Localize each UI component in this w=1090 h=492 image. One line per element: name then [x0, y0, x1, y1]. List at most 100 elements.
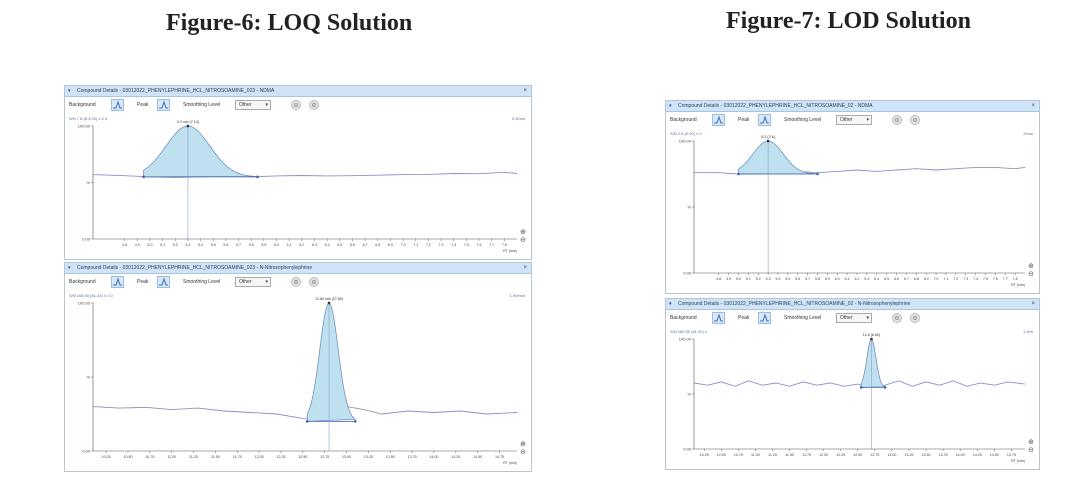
x-tick-label: 6.8 — [914, 277, 919, 281]
x-tick-label: 7.6 — [477, 243, 482, 247]
peak-shape-icon[interactable] — [157, 276, 170, 288]
x-tick-label: 5.9 — [825, 277, 830, 281]
x-tick-label: 6.4 — [874, 277, 879, 281]
smoothing-level-label: Smoothing Level — [784, 315, 822, 321]
peak-start-handle[interactable] — [737, 172, 740, 176]
x-tick-label: 6.2 — [299, 243, 304, 247]
peak-start-handle[interactable] — [859, 386, 863, 389]
zoom-reset-icon[interactable]: ⊖ — [520, 448, 526, 456]
reset-peak-button[interactable] — [291, 100, 301, 110]
peak-start-handle[interactable] — [142, 175, 145, 179]
peak-start-handle[interactable] — [305, 420, 309, 423]
compound-details-header[interactable]: ▾ Compound Details - 03012022_PHENYLEPHRI… — [666, 299, 1039, 310]
clear-peak-button[interactable] — [309, 277, 319, 287]
x-tick-label: 6.1 — [287, 243, 292, 247]
peak-toolbar: Background Peak Smoothing Level Other ▾ — [65, 274, 531, 291]
reset-peak-button[interactable] — [291, 277, 301, 287]
compound-details-header[interactable]: ▾ Compound Details - 03012022_PHENYLEPHRI… — [65, 263, 531, 274]
smoothing-level-select[interactable]: Other ▾ — [235, 277, 271, 287]
zoom-reset-icon[interactable]: ⊖ — [1028, 446, 1034, 454]
peak-end-handle[interactable] — [256, 175, 259, 179]
y-tick-label: 0.00 — [683, 271, 692, 276]
x-tick-label: 6.0 — [835, 277, 840, 281]
peak-label: Peak — [738, 117, 750, 123]
collapse-arrow-icon[interactable]: ▾ — [669, 301, 672, 307]
chromatogram-plot[interactable]: 100.00% 0.00 10.25 10.50 10.75 11.00 11.25 11.5… — [65, 291, 531, 471]
x-tick-label: 5.7 — [236, 243, 241, 247]
close-icon[interactable]: × — [1031, 301, 1035, 307]
peak-end-handle[interactable] — [353, 420, 357, 423]
x-tick-label: 6.6 — [350, 243, 355, 247]
background-peak-icon[interactable] — [111, 99, 124, 111]
smoothing-level-label: Smoothing Level — [183, 279, 221, 285]
peak-apex-label: 12.80 min (27.80) — [315, 297, 343, 301]
chromatogram-plot[interactable]: 100.00% 0.00 4.8 4.9 5.0 5.1 5.2 5.3 5.4 5.5 5.6 5.… — [666, 129, 1039, 293]
x-tick-label: 4.8 — [716, 277, 721, 281]
background-peak-icon[interactable] — [712, 312, 725, 324]
background-label: Background — [670, 117, 697, 123]
peak-shape-icon[interactable] — [157, 99, 170, 111]
x-tick-label: 13.75 — [408, 455, 417, 459]
x-axis-label: RT (min) — [1011, 459, 1025, 463]
integrated-peak[interactable] — [738, 140, 818, 175]
background-peak-icon[interactable] — [712, 114, 725, 126]
peak-shape-icon[interactable] — [758, 114, 771, 126]
clear-peak-button[interactable] — [910, 115, 920, 125]
collapse-arrow-icon[interactable]: ▾ — [68, 265, 71, 271]
x-tick-label: 7.0 — [934, 277, 939, 281]
clear-peak-button[interactable] — [910, 313, 920, 323]
x-tick-label: 7.3 — [963, 277, 968, 281]
close-icon[interactable]: × — [523, 265, 527, 271]
zoom-in-icon[interactable]: ⊕ — [520, 228, 526, 236]
x-tick-label: 5.3 — [185, 243, 190, 247]
integrated-peak[interactable] — [860, 338, 886, 388]
zoom-reset-icon[interactable]: ⊖ — [1028, 270, 1034, 278]
close-icon[interactable]: × — [523, 88, 527, 94]
loq-nitrosophenylephrine-panel: ▾ Compound Details - 03012022_PHENYLEPHRI… — [64, 262, 532, 472]
smoothing-level-value: Other — [239, 279, 252, 285]
y-tick-label: % — [86, 375, 90, 380]
background-peak-icon[interactable] — [111, 276, 124, 288]
reset-peak-button[interactable] — [892, 115, 902, 125]
x-tick-label: 7.8 — [502, 243, 507, 247]
x-axis-label: RT (min) — [503, 249, 517, 253]
zoom-in-icon[interactable]: ⊕ — [1028, 262, 1034, 270]
x-tick-label: 13.50 — [922, 453, 931, 457]
x-tick-label: 11.50 — [785, 453, 794, 457]
chromatogram-plot[interactable]: 100.00% 0.00 4.8 4.9 5.0 5.1 5.2 5.3 5.4 5.5 5.6 5.… — [65, 114, 531, 259]
background-label: Background — [69, 279, 96, 285]
y-tick-label: % — [687, 392, 691, 397]
x-tick-label: 6.7 — [363, 243, 368, 247]
clear-peak-button[interactable] — [309, 100, 319, 110]
integrated-peak[interactable] — [143, 125, 258, 178]
compound-details-header[interactable]: ▾ Compound Details - 03012022_PHENYLEPHRI… — [666, 101, 1039, 112]
smoothing-level-select[interactable]: Other ▾ — [836, 115, 872, 125]
compound-details-header[interactable]: ▾ Compound Details - 03012022_PHENYLEPHRI… — [65, 86, 531, 97]
scale-info: 1.99/min — [509, 293, 525, 298]
peak-apex-label: 0.3 min (7.14) — [177, 120, 199, 124]
zoom-in-icon[interactable]: ⊕ — [520, 440, 526, 448]
smoothing-level-select[interactable]: Other ▾ — [836, 313, 872, 323]
y-tick-label: 100.00 — [679, 139, 692, 144]
peak-end-handle[interactable] — [883, 386, 887, 389]
peak-end-handle[interactable] — [816, 172, 819, 176]
x-tick-label: 6.5 — [337, 243, 342, 247]
y-tick-label: % — [687, 205, 691, 210]
collapse-arrow-icon[interactable]: ▾ — [669, 103, 672, 109]
peak-label: Peak — [137, 102, 149, 108]
close-icon[interactable]: × — [1031, 103, 1035, 109]
lod-nitrosophenylephrine-panel: ▾ Compound Details - 03012022_PHENYLEPHRI… — [665, 298, 1040, 470]
apex-point — [870, 337, 873, 341]
peak-shape-icon[interactable] — [758, 312, 771, 324]
signal-noise-info: S/N 2.6 (0.00) ± 0 — [670, 131, 702, 136]
collapse-arrow-icon[interactable]: ▾ — [68, 88, 71, 94]
zoom-in-icon[interactable]: ⊕ — [1028, 438, 1034, 446]
chromatogram-plot[interactable]: 100.00% 0.00 10.25 10.50 10.75 11.00 11.25 11.5… — [666, 327, 1039, 469]
smoothing-level-select[interactable]: Other ▾ — [235, 100, 271, 110]
reset-peak-button[interactable] — [892, 313, 902, 323]
integrated-peak[interactable] — [306, 302, 357, 422]
x-tick-label: 7.2 — [953, 277, 958, 281]
x-tick-label: 7.1 — [413, 243, 418, 247]
zoom-reset-icon[interactable]: ⊖ — [520, 236, 526, 244]
compound-details-title: Compound Details - 03012022_PHENYLEPHRIN… — [678, 301, 911, 307]
